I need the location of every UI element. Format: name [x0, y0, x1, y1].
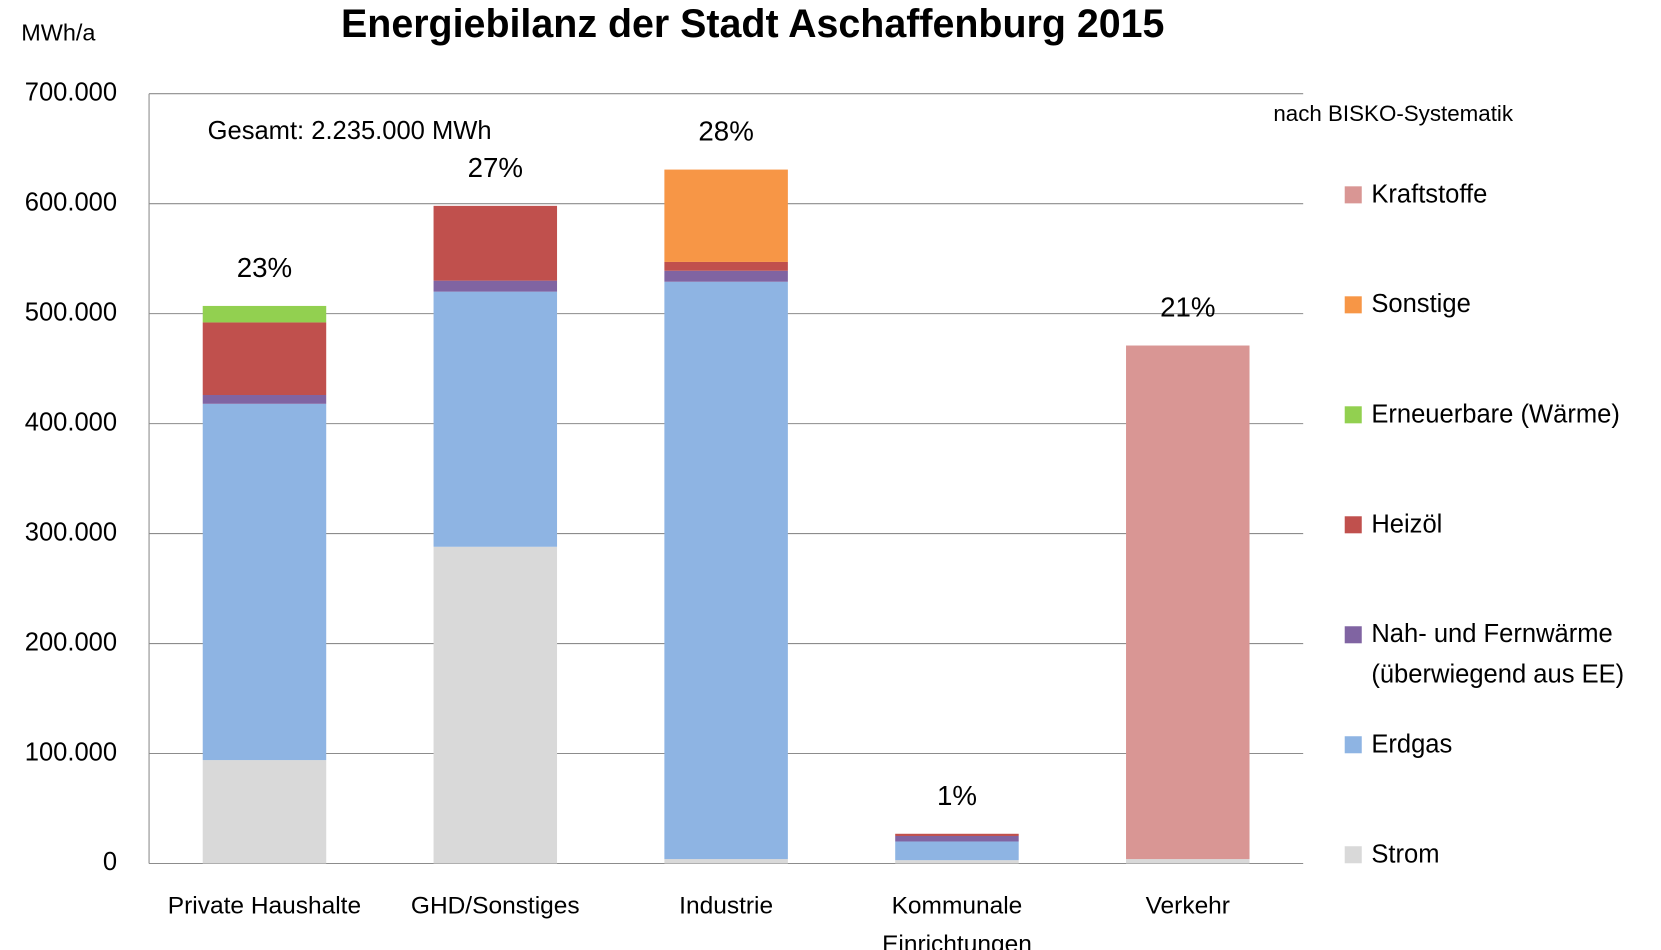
x-tick-label: Verkehr: [1145, 891, 1230, 919]
bar-segment: [664, 281, 788, 860]
bar-segment: [202, 395, 327, 404]
legend-swatch: [1344, 736, 1362, 754]
legend-swatch: [1344, 626, 1362, 644]
percent-label: 1%: [937, 780, 977, 811]
y-tick-label: 0: [103, 848, 117, 876]
y-tick-label: 100.000: [25, 738, 117, 766]
x-tick-label: Industrie: [679, 891, 774, 919]
x-tick-label: Kommunale Einrichtungen: [882, 891, 1032, 950]
legend-swatch: [1344, 516, 1362, 534]
y-tick-label: 700.000: [25, 78, 117, 106]
legend-swatch: [1344, 296, 1362, 314]
legend-swatch: [1344, 406, 1362, 424]
bar-segment: [202, 322, 327, 396]
y-tick-label: 300.000: [25, 518, 117, 546]
percent-label: 28%: [698, 116, 753, 147]
legend-label: Strom: [1371, 839, 1440, 869]
legend-swatch: [1344, 186, 1362, 204]
bar-segment: [895, 860, 1019, 864]
bar-segment: [895, 833, 1019, 836]
x-tick-label: GHD/Sonstiges: [410, 891, 580, 919]
legend-swatch: [1344, 846, 1362, 864]
bar-segment: [1126, 859, 1250, 864]
percent-label: 23%: [237, 252, 292, 283]
bar-segment: [433, 280, 558, 292]
bar-segment: [1126, 345, 1250, 860]
y-tick-label: 200.000: [25, 628, 117, 656]
percent-label: 21%: [1160, 292, 1215, 323]
y-axis-label: MWh/a: [21, 19, 96, 45]
bar-segment: [202, 305, 327, 323]
legend-label: Nah- und Fernwärme (überwiegend aus EE): [1371, 619, 1625, 690]
bar-segment: [202, 403, 327, 761]
legend-label: Erdgas: [1371, 729, 1453, 759]
bar-segment: [895, 835, 1019, 842]
legend-label: Kraftstoffe: [1371, 179, 1488, 209]
legend-label: Erneuerbare (Wärme): [1371, 399, 1620, 429]
percent-label: 27%: [468, 152, 523, 183]
legend-label: Sonstige: [1371, 289, 1471, 319]
y-tick-label: 400.000: [25, 408, 117, 436]
y-tick-label: 500.000: [25, 298, 117, 326]
legend-label: Heizöl: [1371, 509, 1443, 539]
bar-segment: [664, 169, 788, 262]
bar-segment: [433, 205, 558, 281]
bar-segment: [664, 261, 788, 271]
bar-segment: [433, 291, 558, 547]
x-tick-label: Private Haushalte: [167, 891, 362, 919]
bar-segment: [664, 270, 788, 282]
annotation: Gesamt: 2.235.000 MWh: [208, 117, 492, 145]
bar-segment: [202, 760, 327, 864]
annotation: nach BISKO-Systematik: [1273, 101, 1513, 126]
bar-segment: [433, 546, 558, 864]
bar-segment: [664, 859, 788, 864]
bar-segment: [895, 841, 1019, 861]
y-tick-label: 600.000: [25, 188, 117, 216]
chart-title: Energiebilanz der Stadt Aschaffenburg 20…: [341, 2, 1164, 46]
